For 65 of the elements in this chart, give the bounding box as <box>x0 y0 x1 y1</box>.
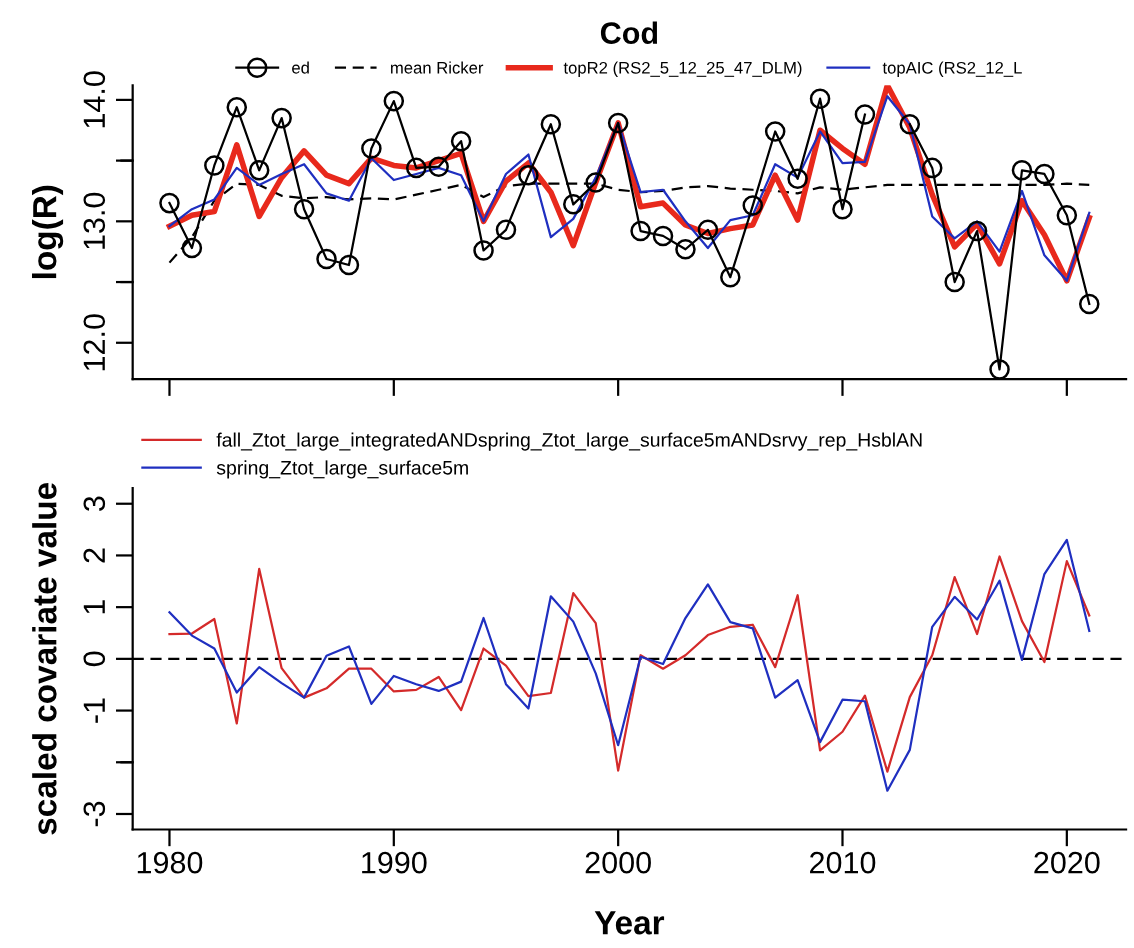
point <box>652 225 674 247</box>
legend-label: topR2 (RS2_5_12_25_47_DLM) <box>563 61 802 77</box>
point <box>742 195 764 216</box>
x-tick-label: 2020 <box>1034 851 1100 874</box>
point <box>181 237 203 259</box>
x-tick-label: 1980 <box>137 851 203 874</box>
y-tick-label: -3 <box>83 801 106 827</box>
point <box>966 220 988 242</box>
point <box>697 219 719 241</box>
point <box>405 157 427 179</box>
point <box>832 198 853 220</box>
point <box>338 254 360 276</box>
point <box>944 271 965 293</box>
point <box>204 155 225 176</box>
y-tick-label: 12.0 <box>83 314 106 371</box>
point <box>899 113 921 135</box>
point <box>226 96 248 118</box>
y-tick-label: 3 <box>83 496 106 512</box>
point <box>248 160 270 181</box>
point <box>989 359 1010 380</box>
y-tick-label: 14.0 <box>83 71 106 128</box>
x-axis-title: Year <box>594 911 665 935</box>
y-tick-label: 1 <box>83 600 105 614</box>
point <box>293 198 315 220</box>
point <box>159 192 180 214</box>
point <box>585 172 606 193</box>
y-tick-label: -1 <box>83 698 105 723</box>
y-tick-label: 2 <box>83 548 105 563</box>
point <box>518 164 539 186</box>
y-tick-label: 0 <box>83 651 106 667</box>
point <box>607 112 629 134</box>
point <box>428 156 449 177</box>
point <box>361 138 382 159</box>
point <box>473 240 494 261</box>
y-tick-label: 13.0 <box>83 192 106 249</box>
point <box>563 194 584 215</box>
point <box>787 168 808 190</box>
legend-label: fall_Ztot_large_integratedANDspring_Ztot_large_surface5mANDsrvy_rep_HsblAN <box>216 432 922 451</box>
point <box>271 107 292 129</box>
legend-label: spring_Ztot_large_surface5m <box>216 460 468 479</box>
chart-title: Cod <box>600 21 658 44</box>
legend-label: ed <box>292 61 309 74</box>
point <box>764 121 786 142</box>
point <box>630 220 651 242</box>
point <box>316 248 337 270</box>
point <box>1034 163 1055 185</box>
point <box>809 88 831 109</box>
point <box>383 90 405 112</box>
x-tick-label: 2010 <box>810 851 876 874</box>
y-axis-title: scaled covariate value <box>32 483 57 835</box>
x-tick-label: 2000 <box>585 851 651 874</box>
point <box>495 219 517 241</box>
point <box>1011 160 1033 181</box>
point <box>1056 204 1078 226</box>
point <box>720 266 741 288</box>
legend-label: topAIC (RS2_12_L <box>882 61 1022 77</box>
point <box>675 238 696 260</box>
x-tick-label: 1990 <box>362 851 427 874</box>
point <box>450 130 472 152</box>
y-axis-title: log(R) <box>32 185 64 279</box>
point <box>540 113 562 135</box>
legend-label: mean Ricker <box>391 61 484 74</box>
point <box>854 104 876 125</box>
point <box>921 157 943 179</box>
point <box>1078 293 1100 315</box>
